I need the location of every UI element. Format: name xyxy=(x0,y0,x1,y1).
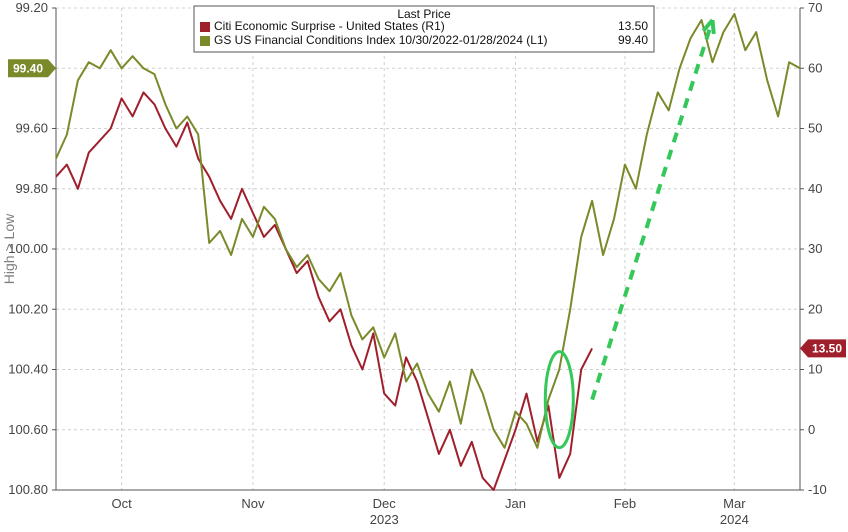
y-left-tick-label: 99.60 xyxy=(15,121,48,136)
y-left-tick-label: 100.80 xyxy=(8,482,48,497)
y-left-tick-label: 99.20 xyxy=(15,0,48,15)
chart-container: Oct Nov Dec Jan Feb Mar 2023 2024 99.20 99.40 99.6… xyxy=(0,0,848,532)
legend-swatch xyxy=(200,22,210,32)
y-right-tick-label: 30 xyxy=(808,241,822,256)
x-tick-label: Nov xyxy=(241,496,265,511)
legend-row-label: GS US Financial Conditions Index 10/30/2… xyxy=(214,33,548,47)
y-right-tick-label: 20 xyxy=(808,301,822,316)
legend-row-value: 13.50 xyxy=(618,19,648,33)
price-tag-left-text: 99.40 xyxy=(13,61,43,75)
x-tick-label: Oct xyxy=(112,496,133,511)
x-tick-label: Mar xyxy=(723,496,746,511)
x-tick-label: Feb xyxy=(614,496,636,511)
legend-swatch xyxy=(200,36,210,46)
y-right-tick-label: 40 xyxy=(808,181,822,196)
y-left-tick-label: 99.80 xyxy=(15,181,48,196)
y-right-tick-label: 70 xyxy=(808,0,822,15)
y-right-tick-label: -10 xyxy=(808,482,827,497)
x-tick-label: Dec xyxy=(373,496,397,511)
x-year-label: 2024 xyxy=(720,512,749,527)
legend-row-label: Citi Economic Surprise - United States (… xyxy=(214,19,445,33)
left-axis-title: High > Low xyxy=(1,213,17,284)
price-tag-right-text: 13.50 xyxy=(812,341,842,355)
chart-svg: Oct Nov Dec Jan Feb Mar 2023 2024 99.20 99.40 99.6… xyxy=(0,0,848,532)
y-left-tick-label: 100.60 xyxy=(8,422,48,437)
y-right-tick-label: 10 xyxy=(808,362,822,377)
y-right-tick-label: 60 xyxy=(808,60,822,75)
legend-row-value: 99.40 xyxy=(618,33,648,47)
x-tick-label: Jan xyxy=(505,496,526,511)
y-right-tick-label: 0 xyxy=(808,422,815,437)
y-left-tick-label: 100.40 xyxy=(8,362,48,377)
y-left-tick-label: 100.20 xyxy=(8,301,48,316)
chart-background xyxy=(0,0,848,532)
x-year-label: 2023 xyxy=(370,512,399,527)
y-right-tick-label: 50 xyxy=(808,121,822,136)
